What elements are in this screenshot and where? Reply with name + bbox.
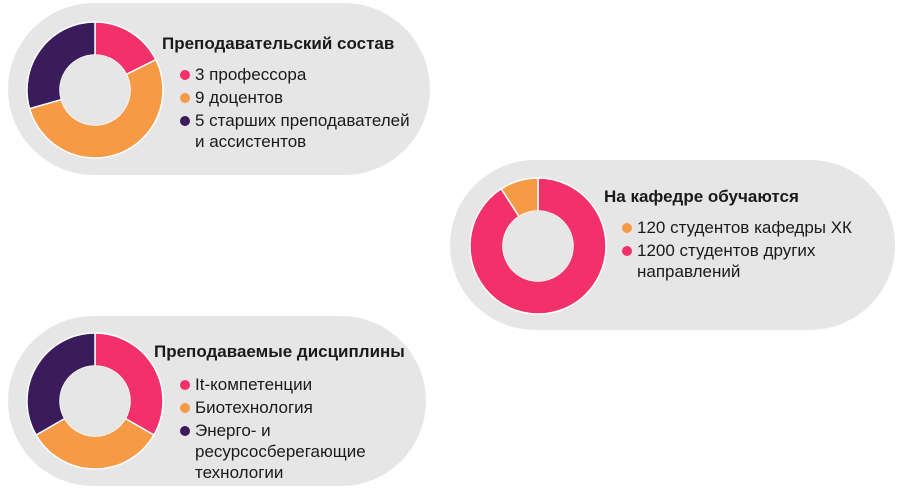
legend-item: Биотехнология	[180, 397, 366, 418]
legend-label: 9 доцентов	[195, 88, 284, 107]
staff-card: Преподавательский состав 3 профессора 9 д…	[8, 3, 430, 175]
legend-label: направлений	[637, 262, 741, 281]
legend-dot-icon	[180, 70, 190, 80]
staff-card-title: Преподавательский состав	[162, 34, 395, 53]
legend-label: Энерго- и	[195, 421, 271, 440]
legend-dot-icon	[180, 116, 190, 126]
legend-item: 9 доцентов	[180, 87, 410, 108]
staff-donut-chart	[26, 21, 164, 159]
students-donut-chart	[469, 177, 607, 315]
legend-label: и ассистентов	[195, 132, 307, 151]
students-card: На кафедре обучаются 120 студентов кафед…	[450, 160, 895, 330]
legend-dot-icon	[622, 246, 632, 256]
disciplines-legend: It-компетенции Биотехнология Энерго- и ресу…	[180, 374, 366, 485]
disciplines-card: Преподаваемые дисциплины It-компетенции Б…	[8, 316, 426, 486]
disciplines-card-title: Преподаваемые дисциплины	[154, 342, 405, 361]
legend-dot-icon	[180, 426, 190, 436]
legend-item: 1200 студентов других направлений	[622, 240, 852, 282]
donut-hole	[60, 366, 130, 436]
legend-label: It-компетенции	[195, 375, 313, 394]
legend-dot-icon	[622, 223, 632, 233]
legend-item: 5 старших преподавателей и ассистентов	[180, 110, 410, 152]
legend-label: 1200 студентов других	[637, 241, 816, 260]
legend-label: 5 старших преподавателей	[195, 111, 410, 130]
legend-label: Биотехнология	[195, 398, 313, 417]
donut-hole	[503, 211, 573, 281]
donut-slice	[35, 417, 155, 470]
disciplines-donut-chart	[26, 332, 164, 470]
legend-label: 120 студентов кафедры ХК	[637, 218, 852, 237]
staff-legend: 3 профессора 9 доцентов 5 старших преподав…	[180, 64, 410, 154]
donut-slice	[94, 332, 164, 437]
legend-label: 3 профессора	[195, 65, 307, 84]
legend-dot-icon	[180, 93, 190, 103]
donut-slice	[26, 332, 96, 437]
legend-item: 3 профессора	[180, 64, 410, 85]
legend-item: 120 студентов кафедры ХК	[622, 217, 852, 238]
legend-label: ресурсосберегающие	[195, 442, 366, 461]
students-legend: 120 студентов кафедры ХК 1200 студентов д…	[622, 217, 852, 284]
legend-item: Энерго- и ресурсосберегающие технологии	[180, 420, 366, 483]
legend-label: технологии	[195, 463, 284, 482]
students-card-title: На кафедре обучаются	[604, 187, 799, 206]
legend-dot-icon	[180, 403, 190, 413]
legend-item: It-компетенции	[180, 374, 366, 395]
legend-dot-icon	[180, 380, 190, 390]
donut-hole	[60, 55, 130, 125]
